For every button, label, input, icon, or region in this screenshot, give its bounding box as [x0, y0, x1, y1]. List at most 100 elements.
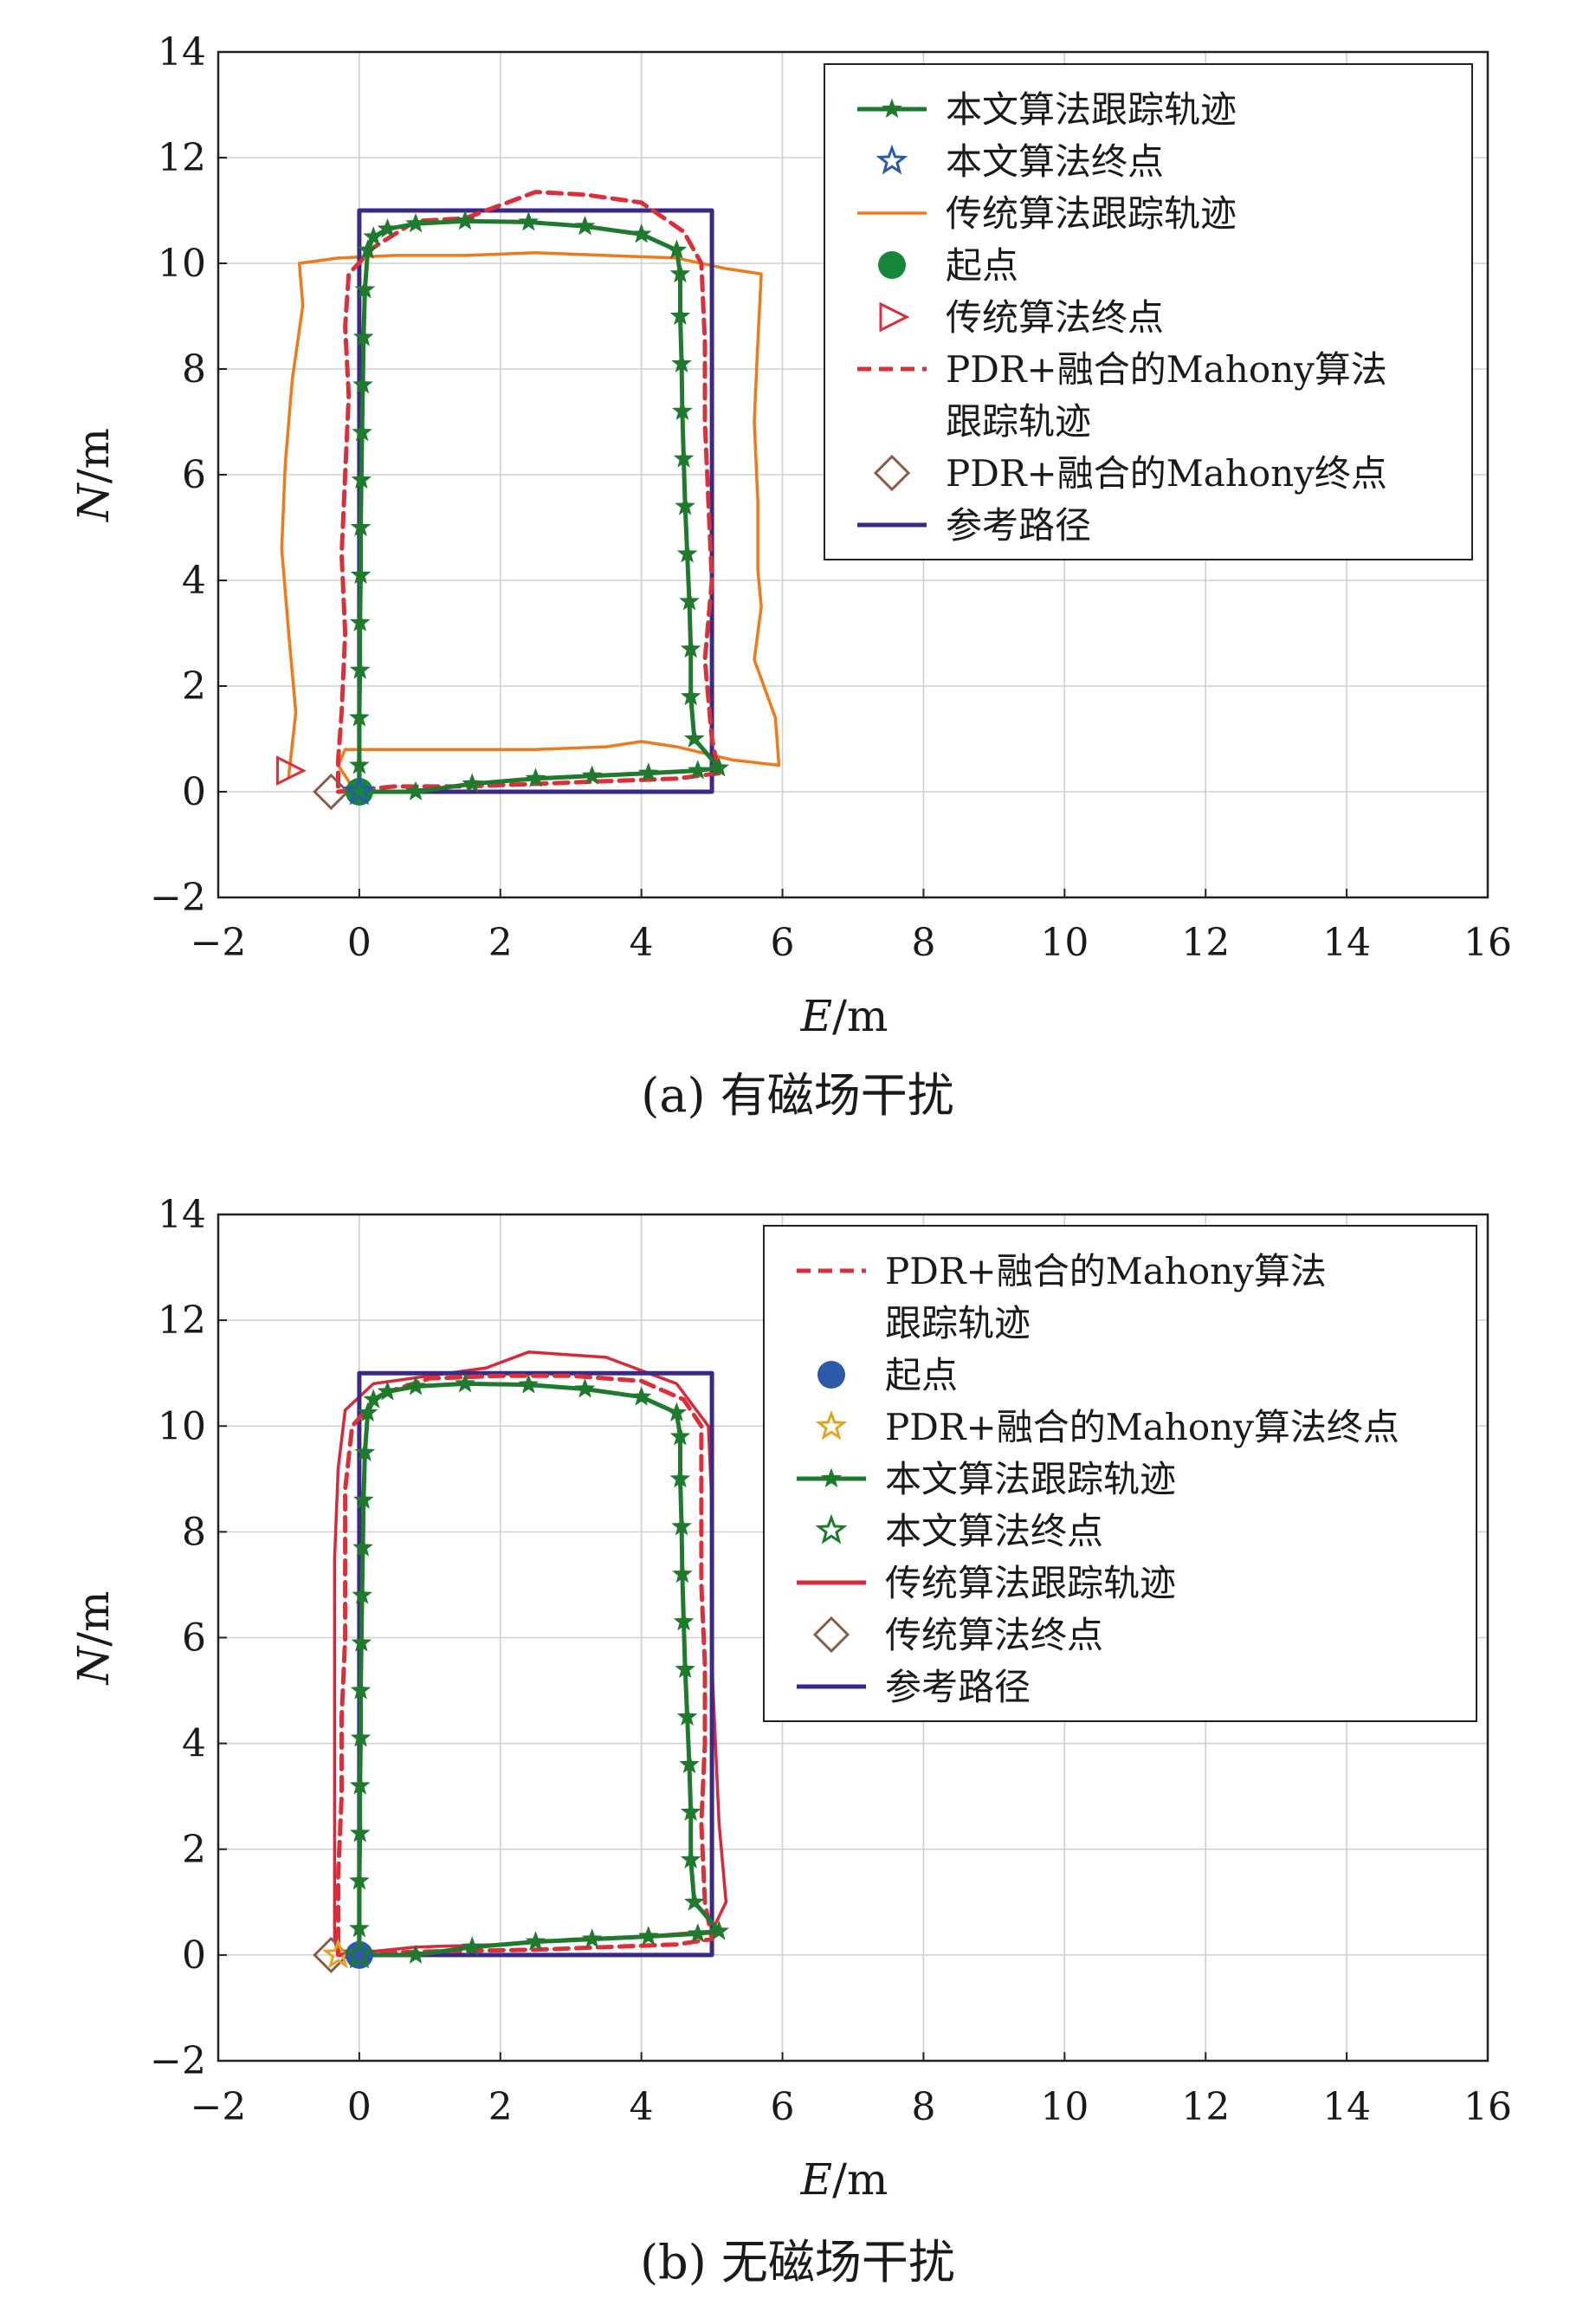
legend-label-pdr: PDR+融合的Mahony算法: [946, 348, 1387, 391]
trad-end-marker: [275, 755, 307, 787]
legend-ours-star: [882, 98, 902, 119]
legend-pdr_end-marker: [873, 454, 911, 492]
y-tick-label: 2: [182, 664, 206, 709]
series-pdr-line: [336, 190, 721, 794]
series-trad-line: [333, 1350, 728, 1957]
series-ours-star-marker: [405, 1944, 426, 1964]
series-ours-star-marker: [455, 210, 475, 230]
y-tick-label: 4: [182, 1722, 206, 1766]
x-tick-label: 12: [1181, 921, 1230, 965]
y-tick-label: 0: [182, 1933, 206, 1978]
y-axis-var: N: [68, 1645, 119, 1686]
legend-label-start: 起点: [946, 244, 1018, 287]
y-axis-unit: /m: [68, 428, 119, 483]
x-tick-label: 12: [1181, 2085, 1230, 2129]
series-ours-star-marker: [666, 1402, 688, 1422]
x-tick-label: 14: [1322, 921, 1371, 965]
series-ours-star-marker: [688, 760, 708, 780]
x-axis-label: E/m: [800, 991, 888, 1041]
series-ours-star-marker: [352, 1537, 373, 1557]
x-tick-label: 10: [1040, 921, 1089, 965]
series-ref-line: [357, 208, 714, 794]
series-ours-star-marker: [672, 400, 693, 420]
x-tick-label: 16: [1464, 2085, 1512, 2129]
legend-label-pdr-line2: 跟踪轨迹: [885, 1302, 1031, 1344]
y-tick-label: 14: [158, 1193, 206, 1237]
series-ours-star-marker: [679, 590, 700, 611]
legend-ours_end-marker: [876, 144, 908, 175]
series-ours-star-marker: [574, 215, 596, 236]
legend-label-trad_end: 传统算法终点: [885, 1614, 1103, 1656]
series-ours-star-marker: [351, 469, 372, 489]
series-ours-star-marker: [462, 773, 483, 793]
legend-label-ours_end: 本文算法终点: [946, 140, 1164, 183]
series-ours-star-marker: [350, 1727, 372, 1747]
chart-panel-a: −2 0 2 4 6 8 10 12 14 16−202468101214E/mN/m本文算法跟踪…: [68, 30, 1512, 1123]
series-ours-star-marker: [377, 217, 398, 238]
y-tick-label: 8: [182, 1510, 206, 1554]
ours-end-marker: [343, 1938, 376, 1969]
legend-label-start: 起点: [885, 1354, 958, 1396]
series-ours-star-marker: [525, 767, 546, 787]
legend-label-ours_end: 本文算法终点: [885, 1510, 1103, 1552]
legend-label-pdr: PDR+融合的Mahony算法: [885, 1250, 1327, 1292]
y-tick-label: 14: [158, 30, 206, 74]
pdr-end-marker: [313, 773, 350, 811]
x-tick-label: 4: [630, 2085, 654, 2129]
series-ours-star-marker: [405, 780, 426, 801]
legend-trad_end-marker: [879, 301, 910, 333]
series-ours-star-marker: [680, 638, 701, 658]
legend-ours_end-marker: [815, 1513, 848, 1545]
series-ours-star-marker: [680, 685, 701, 706]
y-tick-label: 12: [158, 1298, 206, 1343]
series-ours-star-marker: [680, 1801, 701, 1822]
series-ours-star-marker: [683, 728, 705, 748]
series-ours-star-marker: [671, 1515, 692, 1536]
series-ours-star-marker: [673, 1610, 695, 1631]
x-tick-label: −2: [191, 921, 247, 965]
legend-box: [824, 63, 1473, 560]
legend-label-ours: 本文算法跟踪轨迹: [946, 88, 1237, 131]
y-tick-label: 6: [182, 1616, 206, 1661]
series-ours-star-marker: [377, 1381, 398, 1401]
figure-caption: (a) 有磁场干扰: [641, 1068, 954, 1123]
series-ours-star-marker: [630, 223, 652, 243]
y-tick-label: 12: [158, 136, 206, 180]
series-ours-star-marker: [708, 1920, 730, 1940]
series-ours-star-marker: [676, 543, 698, 563]
series-ours-star-marker: [405, 212, 426, 233]
y-tick-label: −2: [150, 876, 206, 920]
series-ours-star-marker: [680, 1849, 701, 1869]
series-ours-star-marker: [351, 1632, 372, 1652]
series-ours-star-marker: [669, 1467, 691, 1488]
series-ours-star-marker: [708, 757, 730, 777]
legend-start-marker: [817, 1361, 845, 1389]
ours-end-marker: [343, 774, 376, 806]
series-ours-star-marker: [349, 1917, 370, 1938]
series-pdr-line: [336, 1373, 714, 1958]
series-ours-star-marker: [352, 1489, 374, 1509]
x-tick-label: 8: [911, 921, 935, 965]
series-ours-star-marker: [683, 1891, 705, 1911]
series-ref-line: [357, 1370, 714, 1958]
series-ours-star-marker: [666, 239, 688, 259]
series-ours-star-marker: [518, 1374, 540, 1394]
series-ours-star-marker: [672, 1563, 693, 1583]
x-tick-label: 2: [488, 2085, 513, 2129]
series-ours-star-marker: [350, 564, 372, 584]
series-ours-star-marker: [669, 305, 691, 326]
series-ours-star-marker: [363, 226, 384, 246]
series-ours-star-marker: [525, 1931, 546, 1951]
plot-frame: [216, 1213, 1489, 2063]
series-ours-star-marker: [349, 1775, 371, 1795]
series-ours-line: [357, 1381, 721, 1958]
series-ours-star-marker: [349, 754, 370, 774]
x-axis-unit: /m: [832, 991, 888, 1041]
series-ours-star-marker: [671, 353, 692, 372]
x-tick-label: 4: [630, 921, 654, 965]
y-tick-label: 8: [182, 347, 206, 392]
x-tick-label: 14: [1322, 2085, 1371, 2129]
y-axis-unit: /m: [68, 1590, 119, 1646]
